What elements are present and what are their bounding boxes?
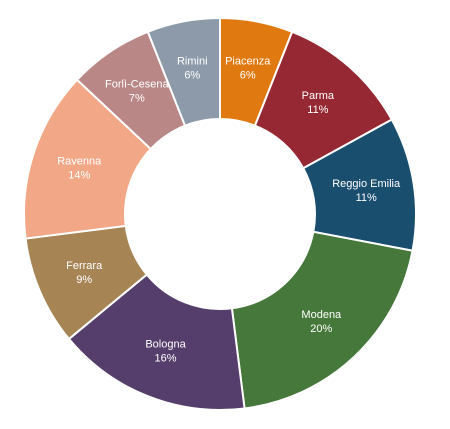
slice-label-name: Ferrara: [66, 260, 103, 272]
slice-label-percent: 7%: [129, 93, 145, 105]
slice-label-name: Ravenna: [57, 155, 102, 167]
slice-label-name: Modena: [301, 309, 342, 321]
slice-bologna: [67, 273, 246, 411]
slice-label: Bologna 16%: [145, 339, 186, 365]
slice-label-name: Forlì-Cesena: [105, 79, 169, 91]
slice-label: Ravenna 14%: [57, 155, 102, 181]
slice-label-percent: 14%: [68, 169, 90, 181]
slice-label-percent: 11%: [356, 192, 377, 204]
slice-label-name: Reggio Emilia: [332, 178, 401, 190]
slice-label-percent: 16%: [155, 353, 177, 365]
slice-label: Modena 20%: [301, 309, 342, 335]
slice-label-percent: 6%: [240, 70, 256, 82]
slice-label-name: Piacenza: [225, 56, 271, 68]
slice-label-percent: 9%: [76, 274, 92, 286]
slice-label-name: Rimini: [177, 56, 208, 68]
slice-rimini: [146, 16, 221, 127]
slice-label: Forlì-Cesena 7%: [105, 79, 169, 105]
slice-label: Ferrara 9%: [66, 260, 103, 286]
slice-label: Reggio Emilia 11%: [332, 178, 401, 204]
slice-label-percent: 6%: [184, 70, 200, 82]
slice-label: Parma 11%: [302, 90, 335, 116]
slice-label: Piacenza 6%: [225, 56, 271, 82]
slice-label-name: Bologna: [145, 339, 186, 351]
slice-modena: [230, 230, 414, 410]
slice-label: Rimini 6%: [177, 56, 208, 82]
slice-label-name: Parma: [302, 90, 335, 102]
slice-label-percent: 11%: [307, 104, 328, 116]
slice-label-percent: 20%: [310, 323, 332, 335]
